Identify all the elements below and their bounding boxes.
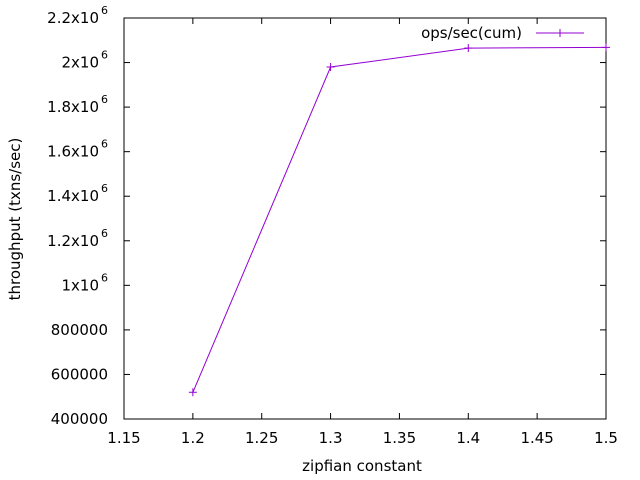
- x-tick-label: 1.45: [520, 429, 553, 447]
- legend-label: ops/sec(cum): [421, 24, 522, 42]
- y-tick-label: 400000: [51, 410, 108, 428]
- y-axis-title: throughput (txns/sec): [6, 138, 24, 301]
- y-tick-label: 600000: [51, 365, 108, 383]
- x-tick-label: 1.5: [594, 429, 618, 447]
- x-tick-label: 1.2: [181, 429, 205, 447]
- y-tick-label: 1.6x10 6: [47, 138, 108, 161]
- data-point: [188, 388, 197, 397]
- y-tick-label: 1x10 6: [61, 271, 108, 294]
- legend: ops/sec(cum): [421, 24, 584, 42]
- x-tick-label: 1.35: [383, 429, 416, 447]
- data-point: [602, 43, 610, 52]
- data-point: [326, 63, 335, 72]
- y-tick-label: 1.4x10 6: [47, 182, 108, 205]
- y-tick-label: 1.8x10 6: [47, 93, 108, 116]
- legend-plus-marker: [556, 29, 564, 37]
- y-tick-label: 800000: [51, 321, 108, 339]
- y-tick-label: 2.2x10 6: [47, 4, 108, 27]
- x-tick-label: 1.25: [245, 429, 278, 447]
- x-tick-label: 1.4: [456, 429, 480, 447]
- series-line: [192, 46, 607, 393]
- series-layer: [188, 43, 610, 397]
- x-tick-label: 1.3: [319, 429, 343, 447]
- x-tick-label: 1.15: [107, 429, 140, 447]
- x-axis-ticks: 1.15 1.2 1.25 1.3 1.35 1.4 1.45 1.5: [107, 18, 618, 447]
- y-axis-ticks: 400000 600000 800000 1x10 6 1.2x10 6 1.4x10 6 1.6…: [47, 4, 606, 428]
- legend-marker: [556, 29, 564, 37]
- data-point: [464, 44, 473, 53]
- plot-frame: [123, 17, 607, 420]
- x-axis-title: zipfian constant: [302, 457, 422, 475]
- y-tick-label: 2x10 6: [61, 49, 108, 72]
- y-tick-label: 1.2x10 6: [47, 227, 108, 250]
